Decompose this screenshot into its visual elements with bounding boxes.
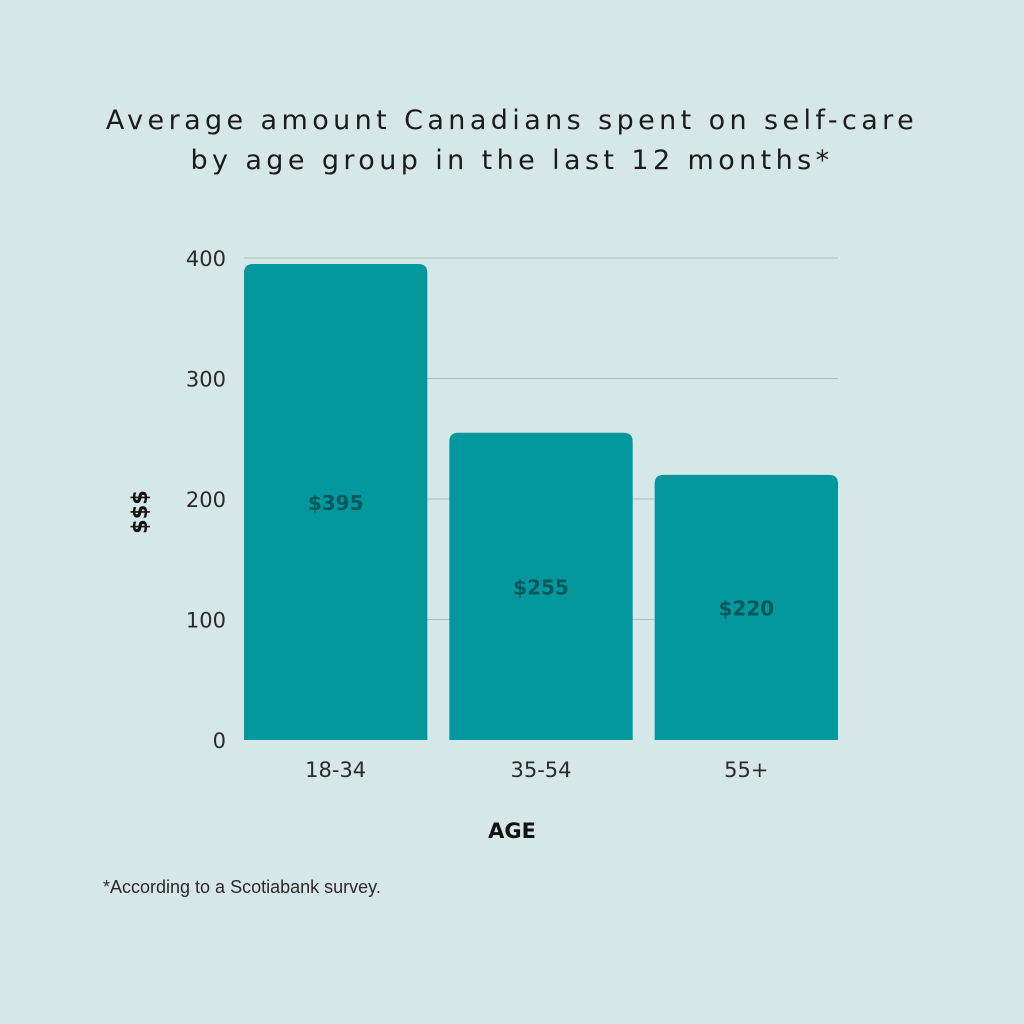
chart-title-line-1: Average amount Canadians spent on self-c… xyxy=(105,105,919,136)
y-tick-label: 200 xyxy=(186,488,226,512)
y-tick-label: 100 xyxy=(186,609,226,633)
y-tick-label: 400 xyxy=(186,247,226,271)
y-tick-label: 0 xyxy=(213,729,226,753)
bar-value-label: $220 xyxy=(718,596,774,620)
x-axis-label: AGE xyxy=(488,819,536,843)
y-tick-label: 300 xyxy=(186,368,226,392)
bar-labels: $395 $255 $220 xyxy=(308,491,774,620)
bar-18-34 xyxy=(244,264,428,740)
footnote: *According to a Scotiabank survey. xyxy=(103,877,381,897)
bar-55+ xyxy=(654,474,838,740)
chart-title-line-2: by age group in the last 12 months* xyxy=(190,145,834,176)
bar-value-label: $395 xyxy=(308,491,364,515)
bar-35-54 xyxy=(449,432,633,740)
y-axis-ticks: 0 100 200 300 400 xyxy=(186,247,226,753)
x-tick-label: 55+ xyxy=(724,758,768,782)
x-axis-ticks: 18-34 35-54 55+ xyxy=(305,758,768,782)
x-tick-label: 18-34 xyxy=(305,758,366,782)
x-tick-label: 35-54 xyxy=(510,758,571,782)
bars xyxy=(244,264,838,740)
bar-value-label: $255 xyxy=(513,575,569,599)
y-axis-label: $$$ xyxy=(128,490,152,534)
